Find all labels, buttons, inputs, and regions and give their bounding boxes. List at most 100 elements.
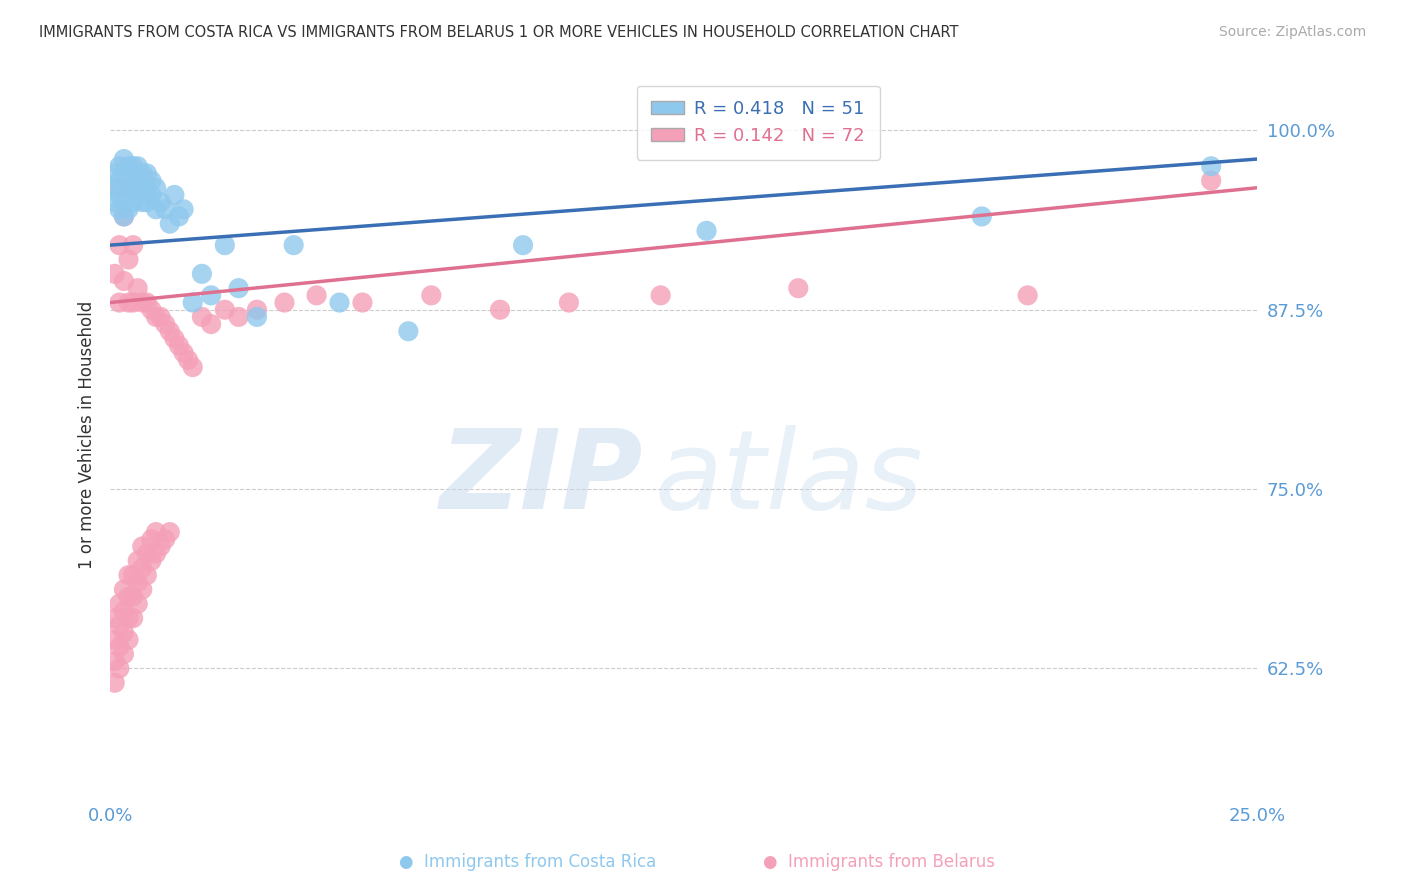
Point (122, 568, 145, 582)
Point (117, 188, 139, 202)
Point (127, 173, 149, 187)
Point (191, 310, 214, 324)
Point (112, 195, 135, 210)
Point (228, 310, 250, 324)
Point (117, 611, 139, 625)
Point (104, 195, 127, 210)
Point (127, 597, 149, 611)
Point (173, 345, 195, 359)
Point (108, 180, 131, 194)
Point (696, 224, 718, 238)
Point (127, 554, 149, 568)
Point (163, 331, 186, 345)
Point (108, 295, 131, 310)
Point (163, 188, 186, 202)
Point (155, 533, 177, 547)
Point (131, 561, 153, 575)
Point (122, 238, 145, 252)
Point (108, 661, 131, 675)
Point (117, 159, 139, 173)
Text: IMMIGRANTS FROM COSTA RICA VS IMMIGRANTS FROM BELARUS 1 OR MORE VEHICLES IN HOUS: IMMIGRANTS FROM COSTA RICA VS IMMIGRANTS… (39, 25, 959, 40)
Point (108, 173, 131, 187)
Point (117, 252, 139, 267)
Point (1199, 159, 1222, 173)
Point (112, 647, 135, 661)
Point (122, 611, 145, 625)
Point (246, 302, 269, 317)
Point (177, 353, 200, 368)
Point (108, 597, 131, 611)
Point (108, 159, 131, 173)
Point (181, 295, 204, 310)
Point (131, 166, 153, 180)
Point (141, 302, 163, 317)
Point (108, 202, 131, 217)
Point (135, 180, 157, 194)
Y-axis label: 1 or more Vehicles in Household: 1 or more Vehicles in Household (79, 301, 96, 569)
Point (159, 324, 181, 338)
Point (108, 618, 131, 632)
Point (112, 210, 135, 224)
Point (117, 202, 139, 217)
Point (104, 267, 127, 281)
Point (112, 166, 135, 180)
Point (108, 640, 131, 654)
Point (135, 166, 157, 180)
Point (145, 180, 167, 194)
Point (141, 188, 163, 202)
Point (127, 575, 149, 590)
Point (135, 547, 157, 561)
Point (112, 180, 135, 194)
Point (135, 195, 157, 210)
Point (214, 238, 236, 252)
Point (131, 582, 153, 597)
Point (489, 302, 512, 317)
Point (1199, 173, 1222, 187)
Point (155, 317, 177, 331)
Point (127, 159, 149, 173)
Point (131, 540, 153, 554)
Point (131, 195, 153, 210)
Point (159, 525, 181, 540)
Point (122, 195, 145, 210)
Point (141, 554, 163, 568)
Point (108, 188, 131, 202)
Point (145, 547, 167, 561)
Point (112, 604, 135, 618)
Text: atlas: atlas (655, 425, 924, 533)
Point (104, 180, 127, 194)
Point (104, 675, 127, 690)
Point (512, 238, 534, 252)
Text: ●  Immigrants from Belarus: ● Immigrants from Belarus (762, 853, 995, 871)
Point (112, 152, 135, 166)
Point (173, 202, 195, 217)
Point (141, 173, 163, 187)
Point (122, 295, 145, 310)
Legend: R = 0.418   N = 51, R = 0.142   N = 72: R = 0.418 N = 51, R = 0.142 N = 72 (637, 86, 880, 160)
Point (558, 295, 581, 310)
Text: ZIP: ZIP (440, 425, 644, 533)
Point (145, 310, 167, 324)
Point (108, 238, 131, 252)
Point (149, 195, 172, 210)
Point (122, 173, 145, 187)
Point (167, 210, 190, 224)
Point (167, 338, 190, 352)
Point (117, 590, 139, 604)
Point (122, 159, 145, 173)
Point (112, 210, 135, 224)
Point (214, 302, 236, 317)
Point (970, 210, 993, 224)
Point (112, 625, 135, 640)
Point (131, 295, 153, 310)
Point (328, 295, 350, 310)
Point (145, 525, 167, 540)
Point (420, 288, 443, 302)
Point (352, 295, 374, 310)
Point (181, 360, 204, 375)
Point (112, 582, 135, 597)
Point (273, 295, 295, 310)
Point (127, 281, 149, 295)
Text: ●  Immigrants from Costa Rica: ● Immigrants from Costa Rica (399, 853, 655, 871)
Point (117, 568, 139, 582)
